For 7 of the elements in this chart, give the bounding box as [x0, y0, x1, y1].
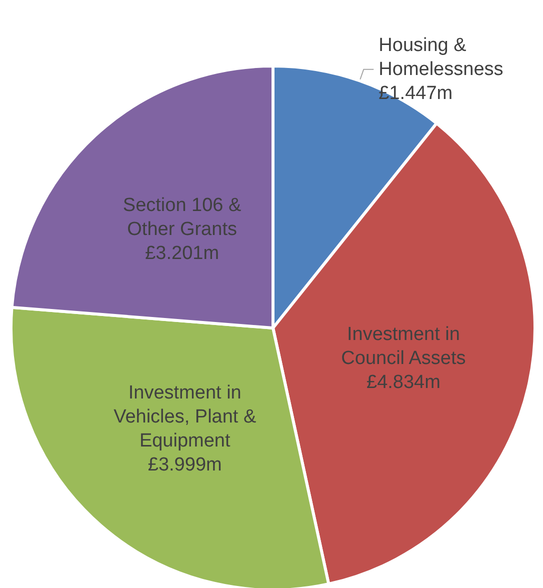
data-label: £4.834m: [366, 372, 440, 394]
slice-label: Investment in Council Assets: [341, 324, 466, 370]
data-label: £3.999m: [148, 454, 222, 476]
slice-label: Investment in Vehicles, Plant & Equipment: [114, 382, 256, 452]
slice-label: Section 106 & Other Grants: [122, 195, 242, 240]
slice-label: Housing & Homelessness: [378, 34, 504, 80]
data-label: £3.201m: [145, 243, 220, 264]
